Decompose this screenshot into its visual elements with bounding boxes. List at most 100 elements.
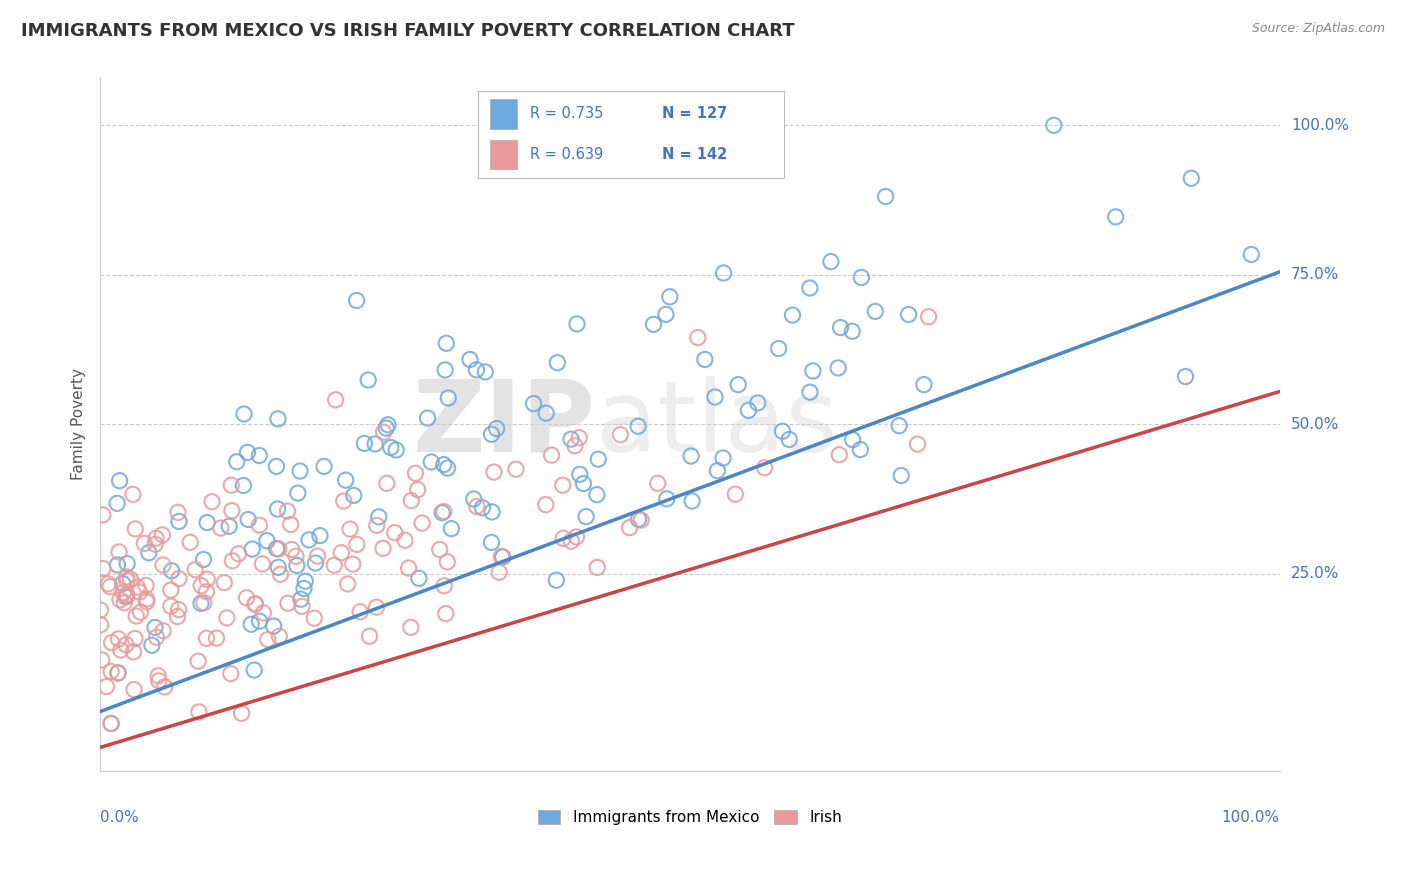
Point [100,716,122,731]
Point [747,396,769,410]
Point [115,638,138,652]
Point [772,424,794,438]
Point [385,442,408,457]
Point [107,632,129,646]
Point [643,318,665,332]
Point [167,602,190,616]
Point [398,561,420,575]
Point [302,611,325,625]
Point [111,576,134,591]
Point [828,448,851,462]
Point [325,392,347,407]
Point [91,508,114,522]
Point [120,572,142,586]
Point [330,546,353,560]
Point [89,603,111,617]
Point [214,575,236,590]
Point [280,517,302,532]
Point [488,566,510,580]
Point [491,549,513,564]
Point [778,433,800,447]
Point [339,522,361,536]
Point [100,716,122,731]
Point [309,528,332,542]
Point [801,364,824,378]
Point [492,549,515,564]
Point [458,352,481,367]
Point [128,585,150,599]
Point [263,619,285,633]
Point [98,580,121,594]
Point [353,436,375,450]
Point [236,445,259,459]
Point [195,632,218,646]
Point [565,317,588,331]
Point [830,320,852,334]
Point [228,547,250,561]
Point [153,680,176,694]
Point [115,557,138,571]
Point [193,596,215,610]
Point [522,396,544,410]
Point [238,512,260,526]
Point [713,266,735,280]
Text: 50.0%: 50.0% [1291,417,1339,432]
Point [90,653,112,667]
Point [553,531,575,545]
Point [105,496,128,510]
Point [100,635,122,649]
Point [96,680,118,694]
Point [619,521,641,535]
Point [195,584,218,599]
Point [768,342,790,356]
Point [655,491,678,506]
Point [875,189,897,203]
Point [534,498,557,512]
Point [437,391,460,405]
Point [890,468,912,483]
Point [658,290,681,304]
Point [187,705,209,719]
Point [90,617,112,632]
Point [304,556,326,570]
Point [851,270,873,285]
Point [681,449,703,463]
Point [384,525,406,540]
Point [221,504,243,518]
Point [108,545,131,559]
Point [436,461,458,475]
Point [218,519,240,533]
Point [108,592,131,607]
Point [1240,247,1263,261]
Point [256,533,278,548]
Point [247,449,270,463]
Point [336,577,359,591]
Point [401,493,423,508]
Point [627,512,650,526]
Point [546,356,568,370]
Point [471,500,494,515]
Point [122,487,145,501]
Point [430,506,453,520]
Point [190,579,212,593]
Point [342,557,364,571]
Point [366,518,388,533]
Point [371,541,394,556]
Point [280,542,302,557]
Point [115,588,138,602]
Point [267,541,290,556]
Point [912,377,935,392]
Point [135,595,157,609]
Point [152,624,174,638]
Point [1180,171,1202,186]
Point [481,505,503,519]
Point [505,462,527,476]
Point [474,365,496,379]
Point [115,590,138,604]
Point [551,478,574,492]
Point [917,310,939,324]
Point [135,592,157,607]
Point [560,432,582,446]
Point [141,638,163,652]
Point [394,533,416,548]
